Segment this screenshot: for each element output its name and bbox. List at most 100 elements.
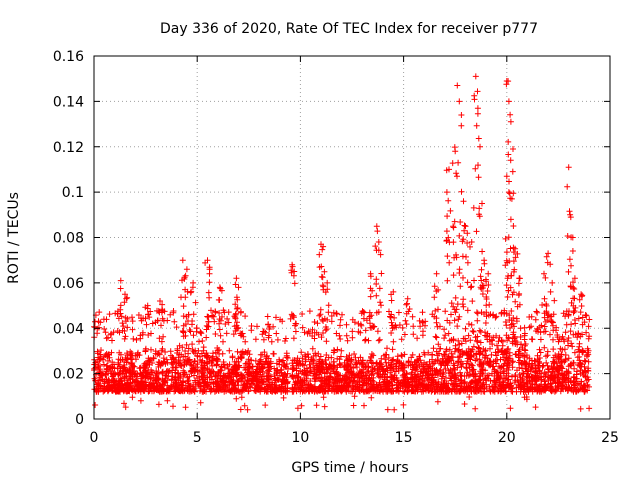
data-point (568, 262, 574, 269)
data-point (341, 359, 348, 366)
data-point (501, 385, 508, 392)
data-point (503, 249, 510, 256)
data-point (550, 365, 557, 372)
data-point (517, 341, 524, 348)
data-point (418, 388, 425, 395)
data-point (249, 375, 256, 382)
data-point (289, 385, 296, 392)
data-point (246, 351, 253, 358)
data-point (155, 361, 162, 368)
data-point (157, 298, 163, 304)
data-point (477, 273, 484, 280)
data-point (453, 306, 460, 313)
data-point (299, 377, 306, 384)
data-point (239, 348, 246, 355)
data-point (492, 314, 499, 321)
data-point (464, 279, 471, 286)
data-point (188, 368, 195, 375)
data-point (218, 364, 225, 370)
data-point (473, 122, 480, 129)
data-point (112, 371, 119, 378)
data-point (518, 360, 525, 367)
data-point (400, 377, 407, 384)
data-point (171, 318, 178, 325)
data-point (199, 357, 206, 364)
data-point (477, 339, 484, 346)
data-point (398, 336, 405, 343)
data-point (333, 369, 340, 376)
data-point (533, 374, 540, 381)
data-point (568, 340, 575, 347)
data-point (410, 388, 417, 395)
data-point (374, 328, 381, 335)
data-point (124, 350, 130, 357)
data-point (583, 352, 590, 358)
data-point (121, 400, 127, 407)
data-point (265, 376, 272, 383)
data-point (176, 351, 183, 358)
data-point (507, 111, 514, 118)
data-point (401, 331, 408, 338)
data-point (505, 151, 512, 158)
data-point (331, 362, 338, 369)
data-point (434, 357, 441, 364)
data-point (575, 315, 582, 322)
data-point (316, 387, 323, 394)
data-point (551, 297, 558, 304)
data-point (320, 283, 327, 290)
data-point (485, 282, 492, 288)
data-point (232, 314, 239, 321)
data-point (475, 174, 482, 181)
data-point (510, 223, 517, 229)
data-point (478, 266, 485, 273)
data-point (475, 344, 482, 351)
data-point (152, 385, 159, 392)
data-point (576, 353, 583, 360)
data-point (559, 370, 566, 377)
data-point (446, 259, 453, 266)
data-point (462, 325, 469, 332)
data-point (467, 243, 473, 250)
data-point (350, 385, 357, 391)
data-point (521, 330, 528, 337)
data-point (338, 347, 345, 354)
data-point (376, 336, 383, 343)
y-tick-label: 0 (75, 412, 84, 428)
data-point (506, 178, 512, 185)
data-point (342, 386, 349, 393)
data-point (472, 73, 479, 80)
data-point (210, 313, 217, 320)
data-point (105, 357, 111, 364)
data-point (349, 334, 356, 341)
data-point (381, 383, 388, 390)
data-point (577, 309, 584, 316)
data-point (353, 360, 360, 367)
data-point (577, 405, 584, 412)
data-point (584, 345, 591, 352)
data-point (359, 308, 366, 315)
data-point (298, 349, 305, 356)
data-point (158, 322, 164, 329)
data-point (455, 388, 461, 395)
data-point (510, 358, 516, 365)
data-point (571, 317, 578, 323)
data-point (200, 382, 207, 389)
data-point (432, 307, 439, 314)
data-point (217, 376, 224, 382)
data-point (231, 313, 238, 320)
data-point (510, 289, 517, 296)
y-tick-label: 0.08 (53, 231, 84, 247)
data-point (109, 384, 116, 390)
data-point (344, 337, 351, 344)
data-point (479, 248, 486, 255)
data-point (579, 331, 586, 338)
data-point (271, 372, 278, 378)
data-point (505, 138, 512, 145)
data-point (501, 309, 508, 316)
data-point (238, 394, 245, 401)
data-point (445, 385, 452, 392)
data-point (571, 295, 578, 302)
data-point (503, 173, 510, 180)
data-point (214, 358, 221, 365)
data-point (453, 376, 460, 382)
